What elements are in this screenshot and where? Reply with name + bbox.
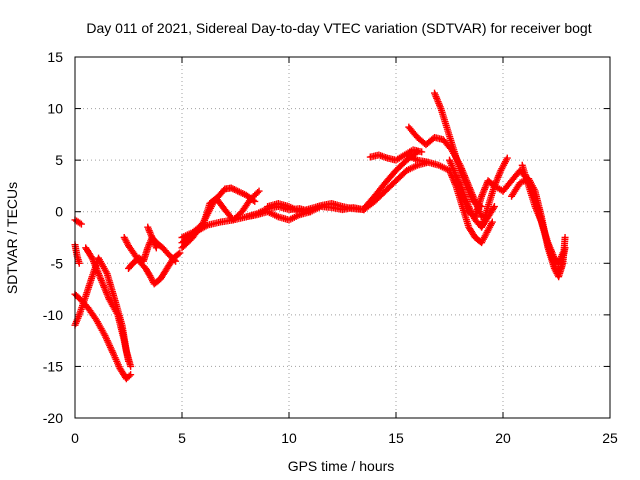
data-point	[176, 249, 184, 257]
series-track-m	[264, 199, 368, 216]
y-tick-label: 10	[47, 101, 63, 117]
series-track-q	[405, 123, 486, 221]
data-point	[170, 256, 178, 264]
y-tick-label: -15	[43, 358, 63, 374]
axis-ticks: 0 5 10 15 20 25 15 10 5 0 -5 -10 -15 -20	[43, 49, 618, 446]
x-tick-label: 25	[602, 430, 618, 446]
series-track-b	[71, 254, 135, 370]
series-track-a	[71, 290, 135, 383]
x-tick-label: 10	[281, 430, 297, 446]
series-track-y	[518, 161, 567, 267]
data-point	[488, 218, 496, 226]
data-point	[559, 249, 567, 257]
y-tick-label: -20	[43, 410, 63, 426]
plot-frame	[74, 56, 611, 419]
series-track-e	[82, 244, 132, 365]
series-track-v	[478, 154, 511, 231]
data-point	[76, 219, 84, 227]
data-point	[125, 357, 132, 365]
data-point	[87, 253, 95, 261]
series-track-c	[71, 241, 83, 267]
series-track-h	[144, 223, 160, 252]
data-point	[127, 371, 135, 379]
data-point	[490, 203, 498, 211]
y-tick-label: 15	[47, 49, 63, 65]
series-track-s	[403, 151, 496, 247]
chart-title: Day 011 of 2021, Sidereal Day-to-day VTE…	[86, 20, 591, 36]
data-point	[202, 222, 210, 230]
series-track-r	[431, 89, 486, 211]
data-point	[77, 220, 85, 228]
data-point	[152, 244, 160, 252]
data-point	[490, 204, 498, 212]
y-tick-label: -5	[51, 255, 64, 271]
data-point	[503, 154, 511, 162]
y-tick-label: 0	[55, 204, 63, 220]
data-point	[125, 372, 133, 380]
y-tick-label: -10	[43, 307, 63, 323]
y-tick-label: 5	[55, 152, 63, 168]
data-point	[175, 250, 183, 258]
y-axis-label: SDTVAR / TECUs	[4, 182, 20, 294]
x-tick-label: 20	[495, 430, 511, 446]
data-point	[227, 184, 235, 192]
x-tick-label: 5	[178, 430, 186, 446]
data-point	[230, 186, 238, 194]
series-track-t	[446, 156, 507, 221]
data-point	[172, 257, 180, 265]
data-point	[229, 185, 237, 193]
data-point	[254, 188, 262, 196]
data-point	[232, 186, 240, 194]
data-point	[561, 234, 569, 241]
series-track-d	[71, 216, 85, 228]
data-point	[418, 148, 426, 156]
x-tick-label: 0	[71, 430, 79, 446]
data-point	[255, 187, 263, 195]
data-point	[75, 259, 83, 267]
series-track-f	[120, 234, 184, 288]
data-points	[71, 89, 569, 383]
data-point	[127, 362, 135, 370]
x-axis-label: GPS time / hours	[288, 458, 395, 474]
x-tick-label: 15	[388, 430, 404, 446]
